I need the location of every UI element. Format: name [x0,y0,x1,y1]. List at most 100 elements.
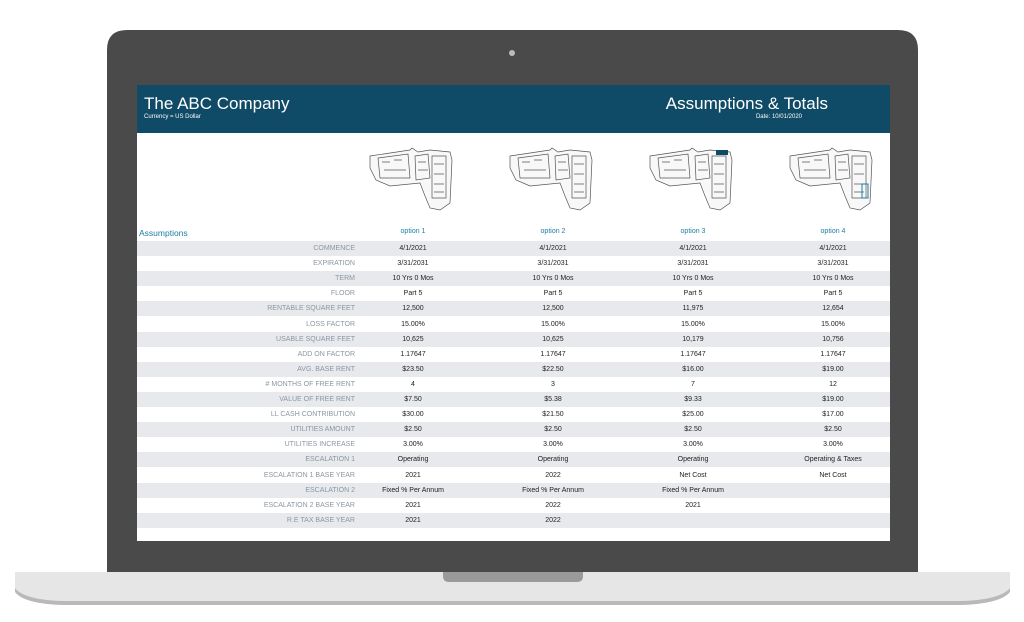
cell: 2022 [545,501,561,509]
row-label: COMMENCE [313,245,355,252]
cell: 3.00% [403,441,423,449]
cell: $17.00 [822,411,844,419]
cell: $16.00 [682,365,704,373]
table-row: AVG. BASE RENT $23.50 $22.50 $16.00 $19.00 [137,361,890,377]
row-label: RENTABLE SQUARE FEET [267,305,355,313]
table-row: ESCALATION 2 Fixed % Per Annum Fixed % Per… [137,482,890,498]
table-row: LL CASH CONTRIBUTION $30.00 $21.50 $25.00 $1… [137,407,890,422]
table-row: LOSS FACTOR 15.00% 15.00% 15.00% 15.00% [137,317,890,332]
cell: $21.50 [542,411,564,419]
cell: Net Cost [819,471,847,479]
cell: 3/31/2031 [677,260,709,268]
cell: 10 Yrs 0 Mos [532,275,574,283]
date: Date: 10/01/2020 [755,114,802,120]
cell: 3.00% [543,441,563,449]
cell: 12,654 [822,305,844,313]
cell: 3.00% [823,441,843,449]
table-row: VALUE OF FREE RENT $7.50 $5.38 $9.33 $19.00 [137,392,890,407]
row-label: ESCALATION 2 [305,486,355,494]
table-row: UTILITIES INCREASE 3.00% 3.00% 3.00% 3.00% [137,437,890,452]
row-label: ESCALATION 2 BASE YEAR [263,501,355,509]
table-row: ESCALATION 1 Operating Operating Operating O… [137,452,890,468]
cell: 2021 [405,516,421,524]
cell: $30.00 [402,411,424,419]
cell: 4 [411,380,415,388]
cell: $22.50 [542,365,564,373]
row-label: LOSS FACTOR [306,320,355,328]
section-title: Assumptions & Totals [665,94,828,113]
cell: 4/1/2021 [399,245,427,252]
table-row: ADD ON FACTOR 1.17647 1.17647 1.17647 1.1764… [137,347,890,362]
cell: 7 [691,380,695,388]
cell: 12,500 [402,305,424,313]
cell: Operating [537,456,569,464]
cell: Fixed % Per Annum [522,486,584,494]
cell: 3/31/2031 [817,260,849,268]
column-header: option 1 [400,228,426,235]
cell: 4/1/2021 [539,245,567,252]
row-label: ESCALATION 1 [305,456,355,464]
cell: 10,179 [682,335,704,343]
cell: 2021 [405,471,421,479]
cell: 2022 [545,516,561,524]
cell: 15.00% [821,320,845,328]
cell: 10 Yrs 0 Mos [392,275,434,283]
table-row: # MONTHS OF FREE RENT 4 3 7 12 [137,377,890,392]
row-label: FLOOR [330,290,355,298]
column-header: option 2 [540,228,566,235]
table-row: COMMENCE 4/1/2021 4/1/2021 4/1/2021 4/1/2021 [137,241,890,256]
table-row: R.E TAX BASE YEAR 2021 2022 [137,512,890,528]
cell: $2.50 [684,426,702,434]
row-label: VALUE OF FREE RENT [279,396,355,403]
cell: 10,756 [822,335,844,343]
column-header: option 3 [680,228,706,235]
cell: $19.00 [822,396,844,403]
cell: 3.00% [683,441,703,449]
cell: $23.50 [402,365,424,373]
cell: Operating [677,456,709,464]
cell: 1.17647 [400,350,426,358]
row-label: # MONTHS OF FREE RENT [265,380,355,388]
cell: 2021 [405,501,421,509]
cell: 4/1/2021 [679,245,707,252]
cell: $9.33 [684,396,702,403]
row-label: TERM [335,275,355,283]
cell: Part 5 [403,290,423,298]
cell: 10,625 [402,335,424,343]
assumptions-heading: Assumptions [139,228,188,238]
cell: 11,975 [682,305,704,313]
table-row: EXPIRATION 3/31/2031 3/31/2031 3/31/2031 3/3… [137,256,890,271]
cell: $2.50 [824,426,842,434]
table-row: USABLE SQUARE FEET 10,625 10,625 10,179 10,7… [137,331,890,347]
cell: Operating & Taxes [804,456,862,464]
cell: 10,625 [542,335,564,343]
cell: Fixed % Per Annum [662,486,724,494]
row-label: R.E TAX BASE YEAR [286,516,355,524]
currency: Currency = US Dollar [144,114,201,120]
cell: 10 Yrs 0 Mos [812,275,854,283]
cell: Part 5 [543,290,563,298]
row-label: AVG. BASE RENT [297,365,355,373]
column-header: option 4 [820,228,846,235]
cell: 1.17647 [680,350,706,358]
table-row: FLOOR Part 5 Part 5 Part 5 Part 5 [137,286,890,301]
cell: 3/31/2031 [537,260,569,268]
company-title: The ABC Company [144,94,290,113]
cell: Part 5 [683,290,703,298]
cell: $2.50 [404,426,422,434]
table-row: UTILITIES AMOUNT $2.50 $2.50 $2.50 $2.50 [137,422,890,438]
table-row: TERM 10 Yrs 0 Mos 10 Yrs 0 Mos 10 Yrs 0 Mos… [137,271,890,287]
row-label: ESCALATION 1 BASE YEAR [263,471,355,479]
cell: Part 5 [823,290,843,298]
cell: Operating [397,456,429,464]
cell: $7.50 [404,396,422,403]
cell: 15.00% [401,320,425,328]
cell: 15.00% [681,320,705,328]
cell: 3 [551,380,555,388]
cell: 1.17647 [820,350,846,358]
cell: 2022 [545,471,561,479]
cell: 12,500 [542,305,564,313]
cell: 12 [829,380,837,388]
row-label: LL CASH CONTRIBUTION [270,411,355,419]
